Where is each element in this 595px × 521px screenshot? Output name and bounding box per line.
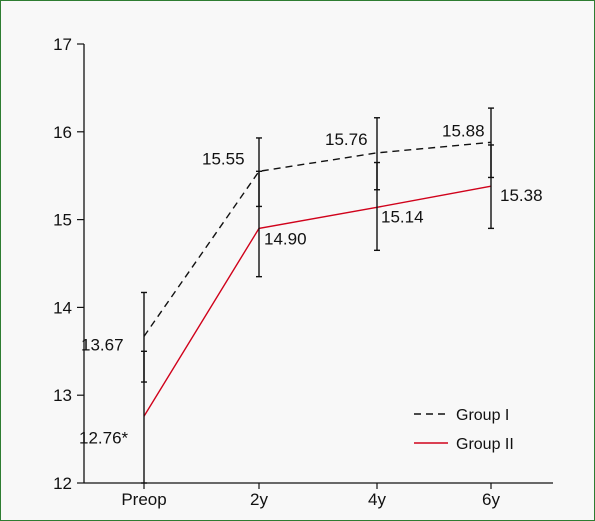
y-tick-label: 13 — [53, 386, 72, 405]
x-tick-label: Preop — [121, 490, 166, 509]
data-label: 15.76 — [325, 130, 368, 149]
data-label: 15.14 — [381, 207, 424, 226]
data-label: 15.55 — [202, 149, 245, 168]
data-label: 14.90 — [264, 229, 307, 248]
x-tick-label: 4y — [368, 490, 386, 509]
series-line-1 — [143, 141, 492, 337]
y-tick-label: 17 — [53, 35, 72, 54]
series-line-2 — [143, 185, 492, 417]
data-label: 15.88 — [442, 121, 485, 140]
data-label: 13.67 — [81, 335, 124, 354]
y-tick-label: 12 — [53, 474, 72, 493]
legend-label: Group II — [456, 436, 514, 453]
x-tick-label: 2y — [250, 490, 268, 509]
data-label: 12.76* — [79, 428, 129, 447]
y-tick-label: 14 — [53, 298, 72, 317]
y-tick-label: 16 — [53, 123, 72, 142]
y-tick-label: 15 — [53, 211, 72, 230]
x-tick-label: 6y — [482, 490, 500, 509]
legend-label: Group I — [456, 407, 509, 424]
data-label: 15.38 — [500, 186, 543, 205]
